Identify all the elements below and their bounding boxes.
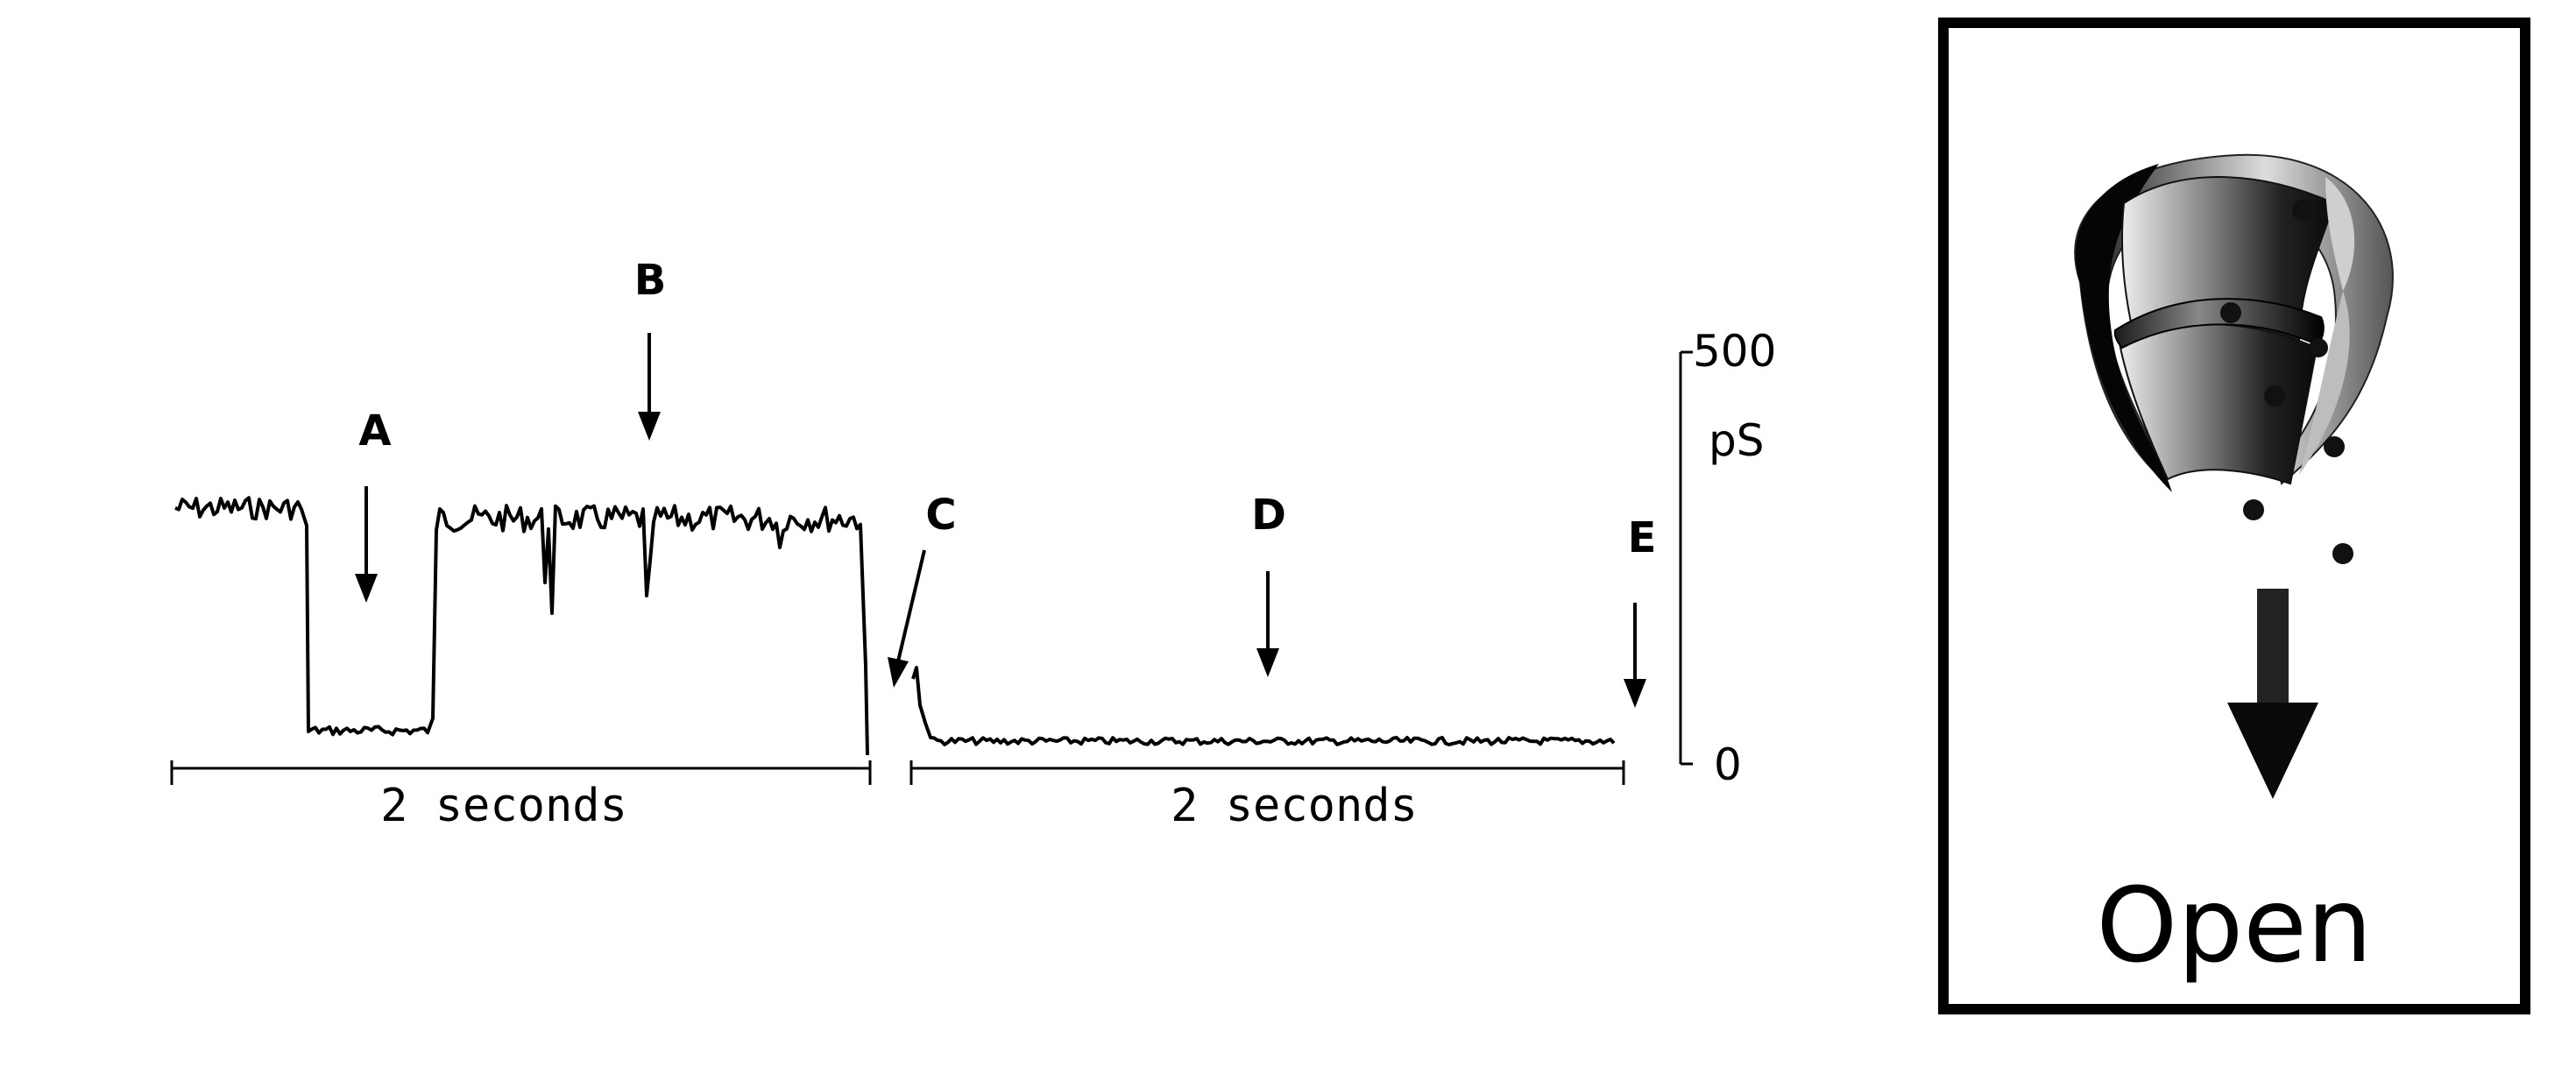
arrow-c (888, 549, 926, 688)
scale-unit-label: pS (1709, 415, 1764, 466)
trace-segment-2 (911, 666, 1616, 746)
arrow-b (638, 333, 661, 441)
label-d: D (1251, 491, 1286, 540)
arrow-d (1256, 571, 1279, 677)
label-e: E (1628, 513, 1657, 562)
ion-channel-illustration (2074, 153, 2394, 799)
time-label-left: 2 seconds (380, 780, 627, 832)
label-c: C (925, 491, 956, 540)
label-b: B (634, 256, 667, 305)
channel-pore-icon (2074, 153, 2394, 564)
trace-segment-1 (174, 496, 869, 756)
scale-bottom-label: 0 (1714, 739, 1742, 790)
conductance-scale-bar (1679, 350, 1693, 766)
arrow-a (355, 486, 378, 603)
open-channel-panel: Open (1938, 18, 2530, 1014)
time-bar-left (170, 760, 872, 785)
down-arrow-icon (2227, 589, 2318, 799)
open-caption: Open (2096, 865, 2373, 986)
scale-top-label: 500 (1693, 326, 1776, 377)
time-label-right: 2 seconds (1171, 780, 1418, 832)
arrow-e (1624, 603, 1646, 708)
time-bar-right (909, 760, 1625, 785)
conductance-trace-diagram: A B C D E 500 pS 0 2 seconds 2 seconds (170, 256, 1776, 832)
label-a: A (358, 406, 391, 456)
